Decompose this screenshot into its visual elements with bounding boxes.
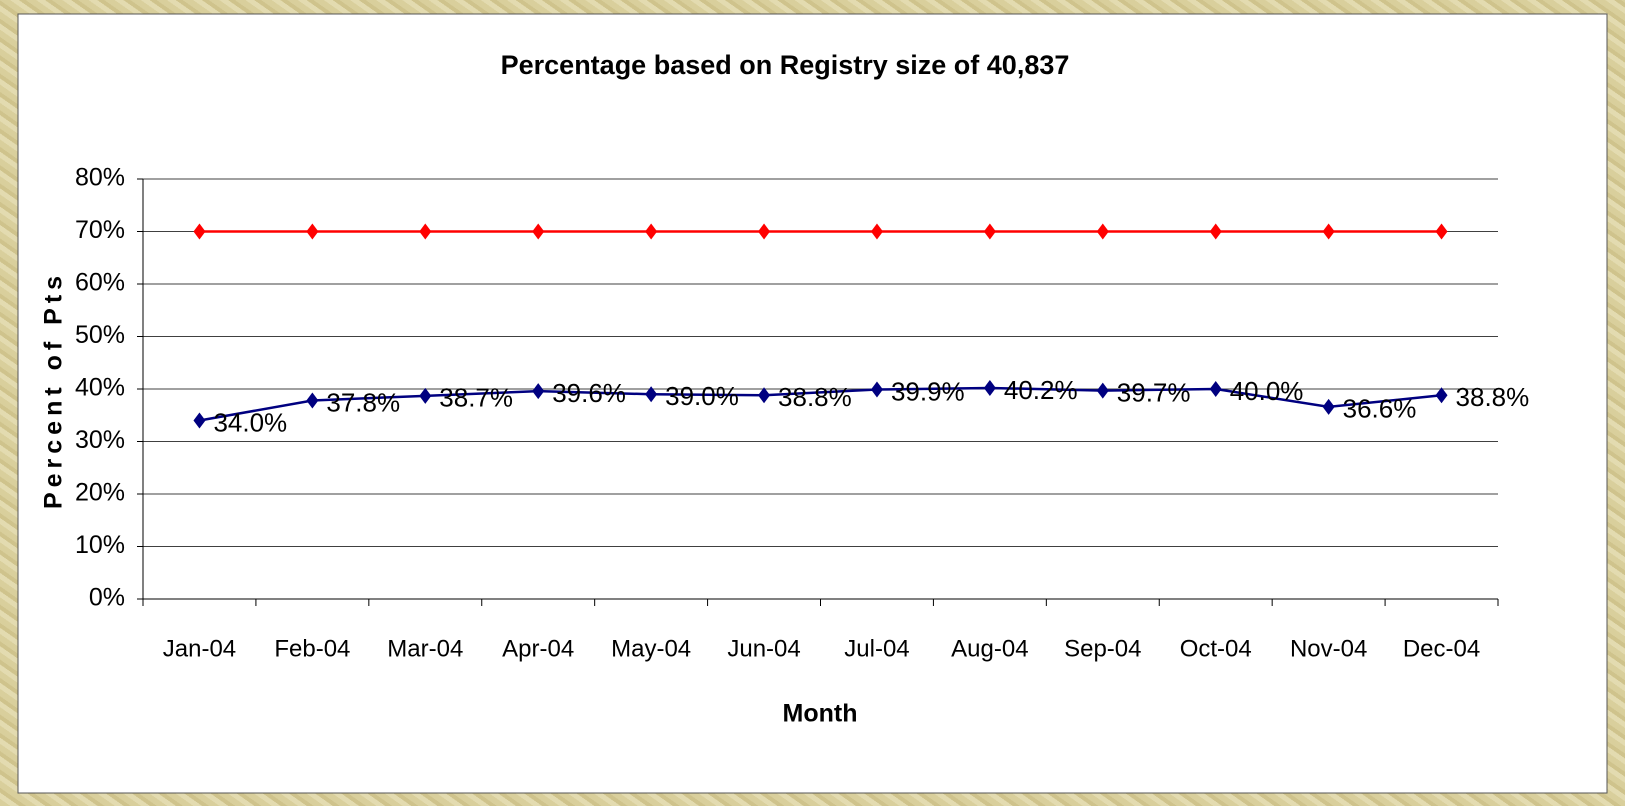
marker [1209, 223, 1222, 240]
marker [758, 223, 771, 240]
y-tick-label: 0% [89, 584, 125, 612]
marker [1209, 381, 1222, 397]
data-label: 38.8% [778, 382, 852, 412]
series-line [199, 386, 1442, 422]
x-tick-label: Dec-04 [1403, 635, 1480, 662]
y-tick-label: 50% [75, 321, 125, 349]
data-label: 40.0% [1230, 376, 1304, 406]
y-axis-label: Percent of Pts [40, 271, 68, 509]
x-tick-label: Jul-04 [844, 635, 909, 662]
y-tick-label: 10% [75, 531, 125, 559]
marker [983, 379, 996, 396]
marker [306, 392, 319, 409]
marker [532, 223, 545, 240]
data-label: 38.8% [1456, 382, 1530, 412]
x-tick-label: Jan-04 [163, 635, 236, 662]
data-label: 36.6% [1343, 394, 1417, 424]
marker [1435, 387, 1448, 404]
marker [870, 381, 883, 398]
marker [983, 223, 996, 240]
chart-panel [17, 13, 1608, 794]
x-tick-label: Jun-04 [727, 635, 800, 662]
y-tick-label: 30% [75, 426, 125, 454]
marker [306, 223, 319, 240]
data-label: 34.0% [213, 407, 287, 437]
data-label: 39.0% [665, 381, 739, 411]
data-label: 39.9% [891, 376, 965, 406]
data-label: 37.8% [326, 387, 400, 417]
y-tick-label: 40% [75, 374, 125, 402]
marker [645, 386, 658, 403]
x-tick-label: May-04 [611, 635, 691, 662]
x-tick-label: Feb-04 [274, 635, 350, 662]
y-tick-label: 60% [75, 269, 125, 297]
data-label: 39.6% [552, 378, 626, 408]
marker [758, 387, 771, 404]
marker [1322, 223, 1335, 240]
y-tick-label: 70% [75, 216, 125, 244]
data-label: 39.7% [1117, 377, 1191, 407]
y-tick-label: 20% [75, 479, 125, 507]
marker [870, 223, 883, 240]
x-tick-label: Mar-04 [387, 635, 463, 662]
x-tick-label: Oct-04 [1180, 635, 1252, 662]
chart-title: Percentage based on Registry size of 40,… [501, 50, 1070, 80]
marker [193, 223, 206, 240]
x-tick-label: Apr-04 [502, 635, 574, 662]
y-tick-label: 80% [75, 164, 125, 192]
marker [419, 387, 432, 404]
marker [419, 223, 432, 240]
marker [1096, 382, 1109, 399]
marker [1096, 223, 1109, 240]
x-tick-label: Sep-04 [1064, 635, 1141, 662]
marker [645, 223, 658, 240]
marker [1435, 223, 1448, 240]
x-axis-label: Month [783, 700, 858, 728]
data-label: 38.7% [439, 383, 513, 413]
marker [1322, 398, 1335, 415]
marker [532, 383, 545, 400]
data-label: 40.2% [1004, 375, 1078, 405]
x-tick-label: Nov-04 [1290, 635, 1367, 662]
marker [193, 412, 206, 429]
x-tick-label: Aug-04 [951, 635, 1028, 662]
